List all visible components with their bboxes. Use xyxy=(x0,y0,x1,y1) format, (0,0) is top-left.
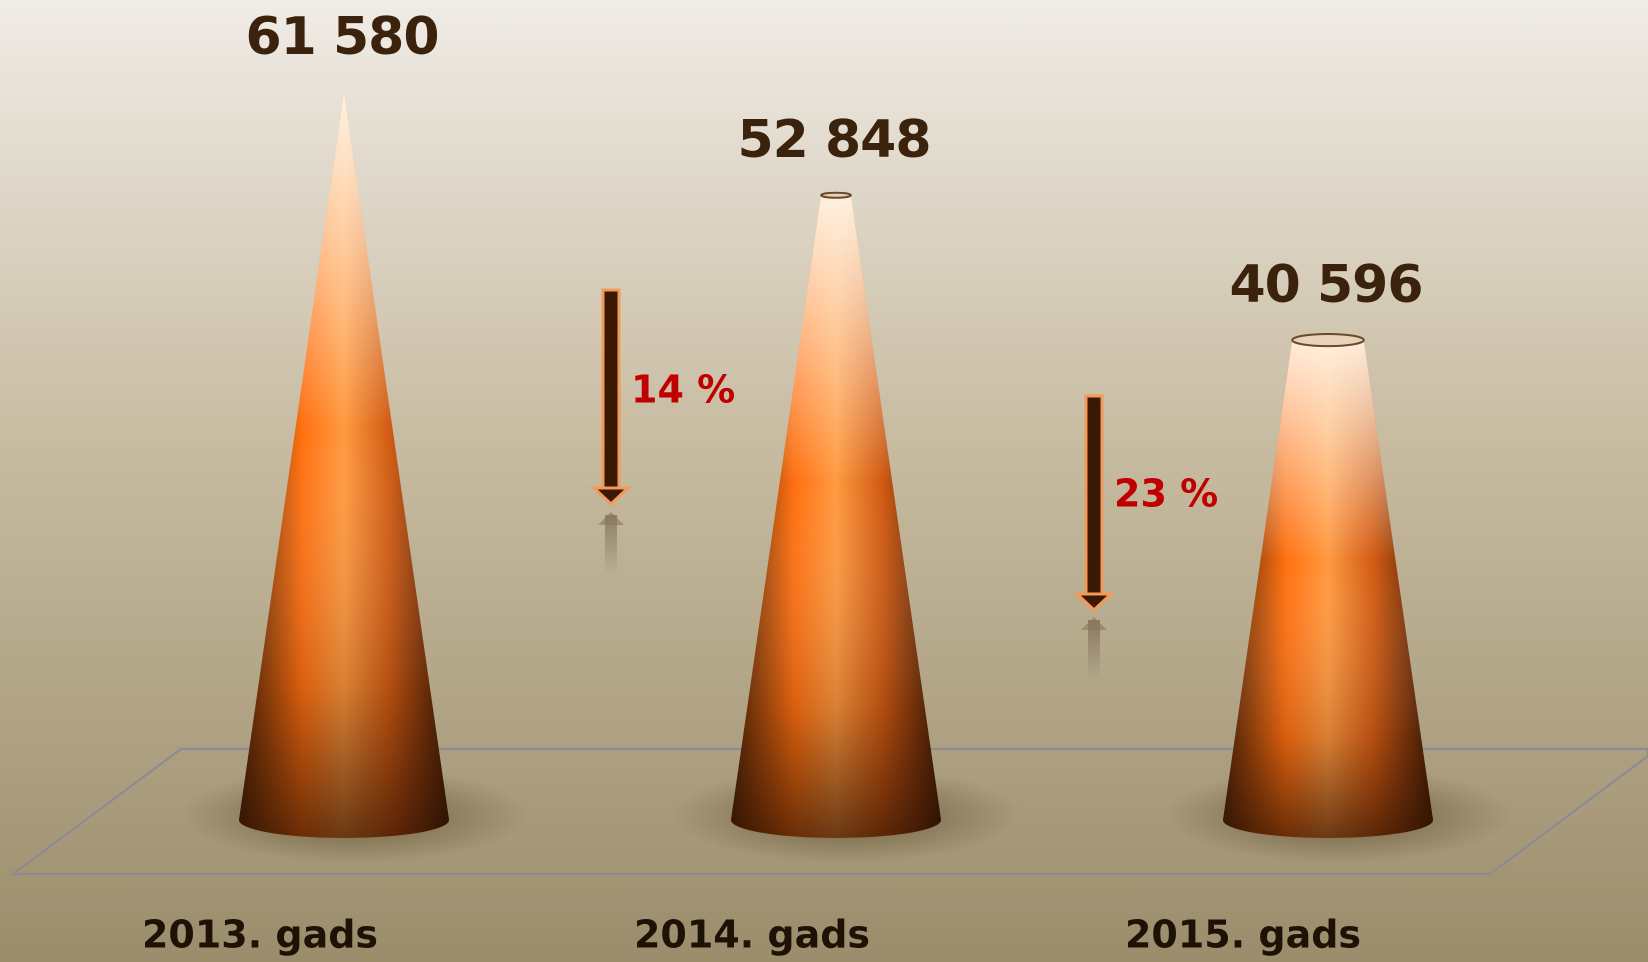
arrow xyxy=(590,288,632,575)
category-label: 2014. gads xyxy=(634,913,870,957)
value-label: 52 848 xyxy=(737,110,930,170)
value-label: 61 580 xyxy=(245,7,438,67)
annotation: 23 % xyxy=(1114,472,1218,516)
category-label: 2015. gads xyxy=(1125,913,1361,957)
arrow xyxy=(1073,394,1115,680)
cone-top xyxy=(820,191,852,199)
category-label: 2013. gads xyxy=(142,913,378,957)
cone-shade xyxy=(1223,333,1433,838)
value-label: 40 596 xyxy=(1229,255,1422,315)
annotation: 14 % xyxy=(631,368,735,412)
cone-top xyxy=(1291,332,1365,348)
arrows xyxy=(590,288,1115,680)
cone-shade xyxy=(731,192,941,839)
cone-shade xyxy=(239,92,449,838)
